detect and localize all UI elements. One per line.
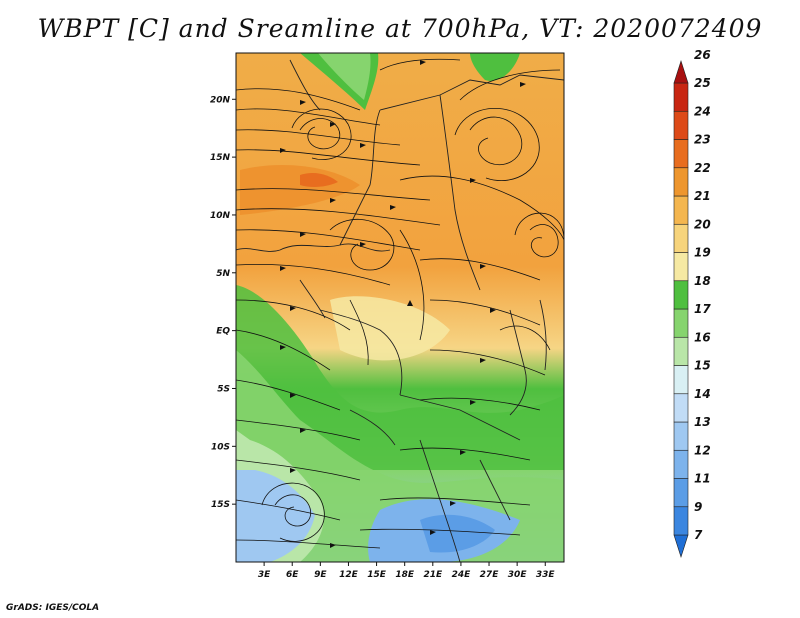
lon-tick-label: 27E bbox=[480, 570, 500, 580]
stream-arrows bbox=[280, 60, 526, 548]
colorbar-label: 26 bbox=[694, 48, 711, 62]
colorbar-segment bbox=[673, 534, 689, 558]
colorbar-label: 19 bbox=[694, 246, 711, 260]
colorbar-label: 16 bbox=[694, 330, 711, 344]
colorbar-segment bbox=[673, 365, 689, 395]
colorbar-label: 18 bbox=[694, 274, 711, 288]
lon-tick-label: 24E bbox=[452, 570, 472, 580]
colorbar-label: 24 bbox=[694, 104, 711, 118]
lon-tick-label: 9E bbox=[314, 570, 327, 580]
lat-tick-label: 5N bbox=[216, 269, 230, 279]
lon-tick-label: 33E bbox=[536, 570, 556, 580]
warm-patch-congo bbox=[330, 296, 450, 361]
colorbar-segment bbox=[673, 139, 689, 169]
lat-tick-label: 10S bbox=[211, 442, 230, 452]
colorbar-segment bbox=[673, 308, 689, 338]
lon-tick-label: 3E bbox=[258, 570, 271, 580]
colorbar-label: 13 bbox=[694, 415, 711, 429]
colorbar-label: 11 bbox=[694, 472, 711, 486]
wbpt-shading bbox=[236, 53, 564, 562]
lat-tick-label: 15N bbox=[210, 153, 231, 163]
colorbar-segment bbox=[673, 195, 689, 225]
colorbar-label: 21 bbox=[694, 189, 711, 203]
colorbar-label: 15 bbox=[694, 359, 711, 373]
colorbar-label: 23 bbox=[694, 133, 711, 147]
lat-tick-label: 5S bbox=[217, 384, 230, 394]
colorbar-segment bbox=[673, 82, 689, 112]
lon-tick-label: 12E bbox=[339, 570, 359, 580]
colorbar-segment bbox=[673, 280, 689, 310]
map-plot-area: 20N 15N 10N 5N EQ 5S 10S 15S 3E 6E 9E 12E 15E 18E 21E… bbox=[210, 52, 565, 580]
grads-credit: GrADS: IGES/COLA bbox=[6, 603, 100, 613]
colorbar-segment bbox=[673, 252, 689, 282]
colorbar-segment bbox=[673, 478, 689, 508]
colorbar-label: 22 bbox=[694, 161, 711, 175]
colorbar-label: 14 bbox=[694, 387, 711, 401]
lon-tick-label: 30E bbox=[508, 570, 528, 580]
colorbar-segment bbox=[673, 167, 689, 197]
longitude-axis: 3E 6E 9E 12E 15E 18E 21E 24E 27E 30E 33E bbox=[258, 562, 556, 580]
lat-tick-label: EQ bbox=[216, 327, 230, 337]
lon-tick-label: 15E bbox=[367, 570, 387, 580]
streamlines bbox=[236, 58, 564, 549]
cool-patch-northeast bbox=[470, 53, 520, 81]
colorbar-segment bbox=[673, 110, 689, 140]
lat-tick-label: 15S bbox=[211, 500, 230, 510]
colorbar-segment bbox=[673, 393, 689, 423]
lon-tick-label: 18E bbox=[395, 570, 415, 580]
colorbar-segment bbox=[673, 336, 689, 366]
lat-tick-label: 20N bbox=[210, 95, 231, 105]
green-band bbox=[236, 285, 564, 470]
colorbar-label: 25 bbox=[694, 76, 711, 90]
country-borders bbox=[236, 59, 564, 562]
colorbar-label: 17 bbox=[694, 302, 711, 316]
latitude-axis: 20N 15N 10N 5N EQ 5S 10S 15S bbox=[210, 95, 236, 510]
colorbar-label: 12 bbox=[694, 443, 711, 457]
colorbar-segment bbox=[673, 506, 689, 536]
colorbar-segment bbox=[673, 60, 689, 84]
lon-tick-label: 21E bbox=[423, 570, 443, 580]
colorbar: 7 9 11 12 13 14 15 16 17 18 19 20 21 22 23 24 25 26 bbox=[673, 48, 711, 558]
colorbar-segment bbox=[673, 449, 689, 479]
colorbar-label: 9 bbox=[694, 500, 702, 514]
map-frame bbox=[235, 52, 565, 563]
colorbar-label: 7 bbox=[694, 528, 703, 542]
lon-tick-label: 6E bbox=[286, 570, 299, 580]
colorbar-segment bbox=[673, 421, 689, 451]
map-title: WBPT [C] and Sreamline at 700hPa, VT: 20… bbox=[37, 14, 763, 43]
colorbar-label: 20 bbox=[694, 217, 711, 231]
lat-tick-label: 10N bbox=[210, 211, 231, 221]
colorbar-segment bbox=[673, 223, 689, 253]
